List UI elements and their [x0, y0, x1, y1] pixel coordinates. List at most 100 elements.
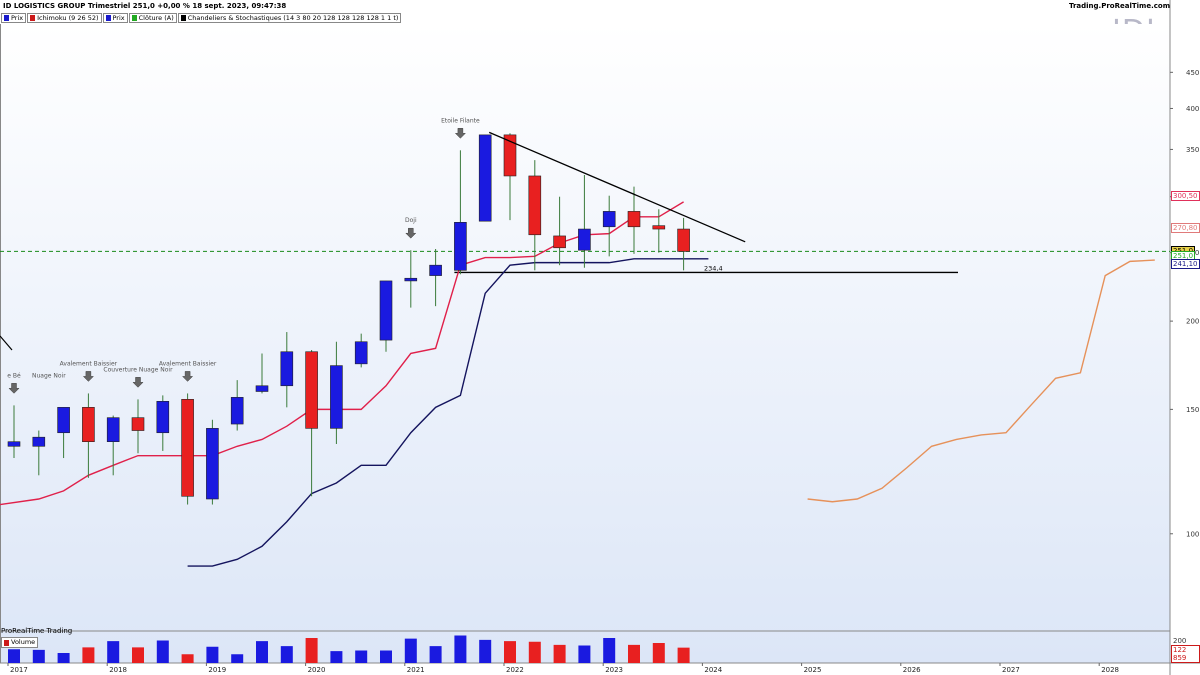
- candle-body: [528, 175, 542, 236]
- y-tick-label: 200: [1186, 318, 1199, 326]
- trendline-stub: [0, 335, 13, 351]
- x-tick-label: 2027: [1002, 666, 1020, 674]
- volume-bar: [380, 650, 392, 663]
- pattern-label: Avalement Baissier: [60, 360, 118, 367]
- x-tick-label: 2017: [10, 666, 28, 674]
- legend-item-ichimoku[interactable]: Ichimoku (9 26 52): [27, 13, 102, 23]
- candle-body: [429, 264, 442, 276]
- price-tag: 241,10: [1171, 258, 1200, 269]
- volume-bar: [8, 649, 20, 663]
- legend-item-price-2[interactable]: Prix: [102, 13, 128, 23]
- candle-body: [280, 351, 294, 387]
- x-tick-label: 2021: [407, 666, 425, 674]
- brand-link[interactable]: Trading.ProRealTime.com: [1068, 2, 1170, 10]
- volume-bar: [256, 641, 268, 663]
- volume-bar: [652, 643, 665, 663]
- left-border: [0, 24, 1, 663]
- pattern-label: Doji: [405, 217, 417, 224]
- x-tick-label: 2025: [804, 666, 822, 674]
- volume-bar: [132, 647, 144, 663]
- volume-bar: [628, 644, 640, 663]
- pattern-label: Etoile Filante: [441, 117, 480, 124]
- candle-body: [404, 277, 418, 282]
- y-tick-label: 100: [1186, 530, 1199, 538]
- candle-body: [503, 134, 517, 177]
- pattern-arrow-icon: [82, 371, 95, 382]
- volume-bar: [305, 638, 318, 663]
- pattern-arrow-icon: [8, 383, 20, 394]
- candle-body: [255, 385, 269, 392]
- candle-body: [305, 351, 318, 429]
- price-tag: 300,50: [1171, 191, 1200, 202]
- x-tick-label: 2018: [109, 666, 127, 674]
- volume-bar: [578, 645, 591, 663]
- pattern-arrow-icon: [181, 371, 194, 382]
- x-tick-label: 2028: [1101, 666, 1119, 674]
- x-tick-label: 2020: [308, 666, 326, 674]
- volume-bar: [429, 646, 442, 663]
- x-tick-label: 2024: [704, 666, 722, 674]
- candle-body: [478, 134, 492, 222]
- volume-bar: [330, 651, 343, 663]
- pattern-label-extra: Nuage Noir: [32, 372, 66, 379]
- candle-body: [354, 341, 368, 365]
- volume-bar: [206, 646, 219, 663]
- candle-body: [553, 235, 566, 249]
- y-tick-label: 450: [1186, 69, 1199, 77]
- legend-swatch: [131, 15, 137, 21]
- chart-title: ID LOGISTICS GROUP Trimestriel 251,0 +0,…: [3, 2, 287, 10]
- top-bar: ID LOGISTICS GROUP Trimestriel 251,0 +0,…: [0, 0, 1170, 12]
- y-tick-label: 150: [1186, 406, 1199, 414]
- candle-body: [156, 401, 170, 434]
- indicator-legend: Prix Ichimoku (9 26 52) Prix Clôture (A)…: [1, 13, 402, 23]
- price-tag: 270,80: [1171, 223, 1200, 234]
- volume-bar: [82, 647, 95, 663]
- candle-body: [181, 399, 194, 497]
- volume-bar: [553, 644, 566, 663]
- candle-body: [230, 397, 244, 425]
- candle-body: [578, 228, 591, 251]
- candle-body: [677, 228, 690, 252]
- legend-swatch: [4, 15, 9, 21]
- ichimoku-tenkan-line: [0, 201, 684, 506]
- candle-body: [330, 365, 343, 429]
- plot-background: [0, 24, 1170, 663]
- volume-bar: [454, 635, 467, 663]
- legend-item-close[interactable]: Clôture (A): [128, 13, 177, 23]
- volume-bar: [32, 649, 45, 663]
- legend-item-price[interactable]: Prix: [1, 13, 27, 23]
- volume-bar: [181, 654, 194, 663]
- pattern-label: e Bé: [7, 372, 21, 379]
- candle-body: [627, 211, 641, 228]
- x-tick-label: 2022: [506, 666, 524, 674]
- legend-swatch: [30, 15, 36, 21]
- candle-body: [206, 428, 219, 500]
- pattern-arrow-icon: [454, 128, 467, 139]
- volume-tag: 122 859: [1171, 645, 1200, 663]
- volume-bar: [355, 650, 368, 663]
- volume-legend[interactable]: Volume: [1, 637, 39, 648]
- candle-body: [131, 417, 145, 431]
- volume-bar: [280, 646, 293, 663]
- legend-item-candles-stochastics[interactable]: Chandeliers & Stochastiques (14 3 80 20 …: [177, 13, 402, 23]
- candle-body: [32, 436, 46, 447]
- x-tick-label: 2023: [605, 666, 623, 674]
- volume-bar: [677, 647, 690, 663]
- prorealtime-watermark: ProRealTime Trading: [1, 627, 73, 635]
- x-tick-label: 2019: [208, 666, 226, 674]
- candle-body: [602, 211, 616, 228]
- candle-body: [57, 407, 70, 434]
- candle-body: [379, 280, 393, 341]
- pattern-label: Avalement Baissier: [159, 360, 217, 367]
- resistance-trendline: [488, 131, 746, 243]
- candle-body: [454, 222, 467, 271]
- candle-body: [82, 407, 95, 443]
- pattern-label: Couverture Nuage Noir: [103, 366, 173, 373]
- legend-swatch: [4, 639, 9, 646]
- volume-bar: [603, 638, 616, 663]
- volume-bar: [479, 639, 492, 663]
- candle-body: [7, 441, 21, 447]
- future-cloud-line: [807, 259, 1155, 503]
